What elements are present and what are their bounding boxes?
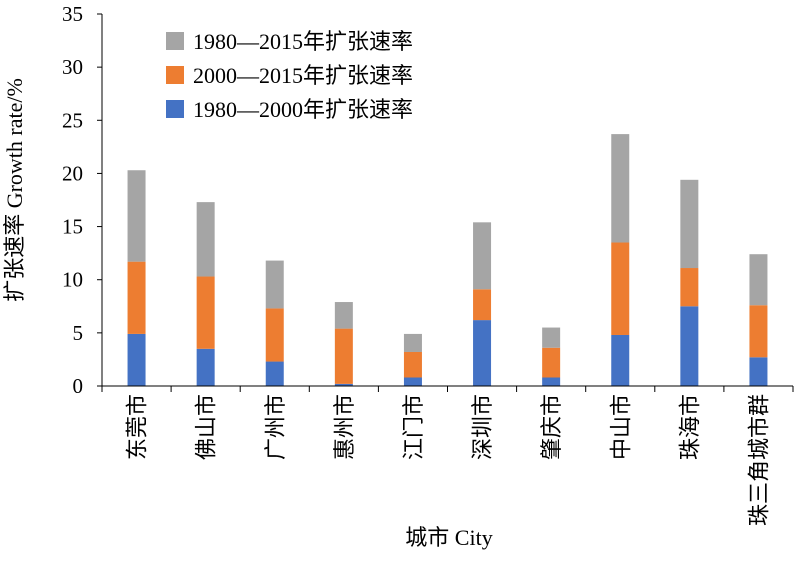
bar-segment — [611, 134, 630, 243]
bar-segment — [196, 202, 215, 277]
legend-swatch — [166, 32, 184, 50]
y-tick-label: 30 — [62, 55, 83, 79]
x-category-label: 广州市 — [264, 394, 289, 460]
x-category-label: 江门市 — [402, 394, 427, 460]
bar-segment — [749, 254, 768, 306]
bar-segment — [265, 361, 284, 386]
bar-segment — [611, 242, 630, 335]
bar-segment — [127, 261, 146, 334]
x-category-label: 肇庆市 — [540, 394, 565, 460]
y-tick-label: 35 — [62, 2, 83, 26]
bar-segment — [542, 347, 561, 378]
x-category-label: 珠海市 — [678, 394, 703, 460]
bar-marks — [127, 134, 768, 386]
legend-label: 2000—2015年扩张速率 — [193, 63, 413, 88]
x-category-label: 中山市 — [609, 394, 634, 460]
bar-segment — [265, 308, 284, 362]
legend-label: 1980—2000年扩张速率 — [193, 97, 413, 122]
bar-segment — [680, 179, 699, 269]
y-tick-label: 15 — [62, 215, 83, 239]
legend-label: 1980—2015年扩张速率 — [193, 29, 413, 54]
bar-segment — [542, 377, 561, 386]
bar-segment — [542, 327, 561, 348]
x-category-label: 东莞市 — [126, 394, 151, 460]
bar-segment — [403, 377, 422, 386]
bar-segment — [403, 351, 422, 378]
x-axis-title: 城市 City — [405, 525, 492, 550]
bar-segment — [473, 320, 492, 386]
bar-segment — [334, 328, 353, 384]
bar-segment — [196, 348, 215, 386]
bar-segment — [334, 302, 353, 329]
y-axis-ticks: 0 5 10 15 20 25 30 35 — [62, 2, 83, 398]
bar-segment — [680, 268, 699, 307]
bar-segment — [127, 170, 146, 262]
bar-segment — [749, 305, 768, 358]
x-axis-category-labels: 东莞市 佛山市 广州市 惠州市 江门市 深圳市 肇庆市 中山市 珠海市 珠三角城市群 — [126, 394, 773, 526]
bar-segment — [680, 306, 699, 386]
x-category-label: 佛山市 — [195, 394, 220, 460]
bar-segment — [127, 333, 146, 386]
bar-segment — [196, 276, 215, 349]
bar-segment — [749, 357, 768, 386]
bar-segment — [334, 383, 353, 386]
y-tick-label: 0 — [73, 374, 84, 398]
x-category-label: 惠州市 — [333, 394, 358, 460]
legend: 1980—2015年扩张速率 2000—2015年扩张速率 1980—2000年扩张… — [166, 29, 413, 122]
bar-segment — [265, 260, 284, 309]
y-tick-label: 5 — [73, 321, 84, 345]
y-axis-title: 扩张速率 Growth rate/% — [2, 78, 27, 302]
bar-segment — [473, 222, 492, 290]
x-category-label: 深圳市 — [471, 394, 496, 460]
y-tick-label: 25 — [62, 108, 83, 132]
x-category-label: 珠三角城市群 — [747, 394, 772, 526]
y-tick-label: 10 — [62, 268, 83, 292]
bar-segment — [611, 334, 630, 386]
bar-segment — [473, 289, 492, 321]
bar-segment — [403, 333, 422, 352]
legend-swatch — [166, 100, 184, 118]
legend-swatch — [166, 66, 184, 84]
y-tick-label: 20 — [62, 161, 83, 185]
axes — [97, 13, 794, 392]
